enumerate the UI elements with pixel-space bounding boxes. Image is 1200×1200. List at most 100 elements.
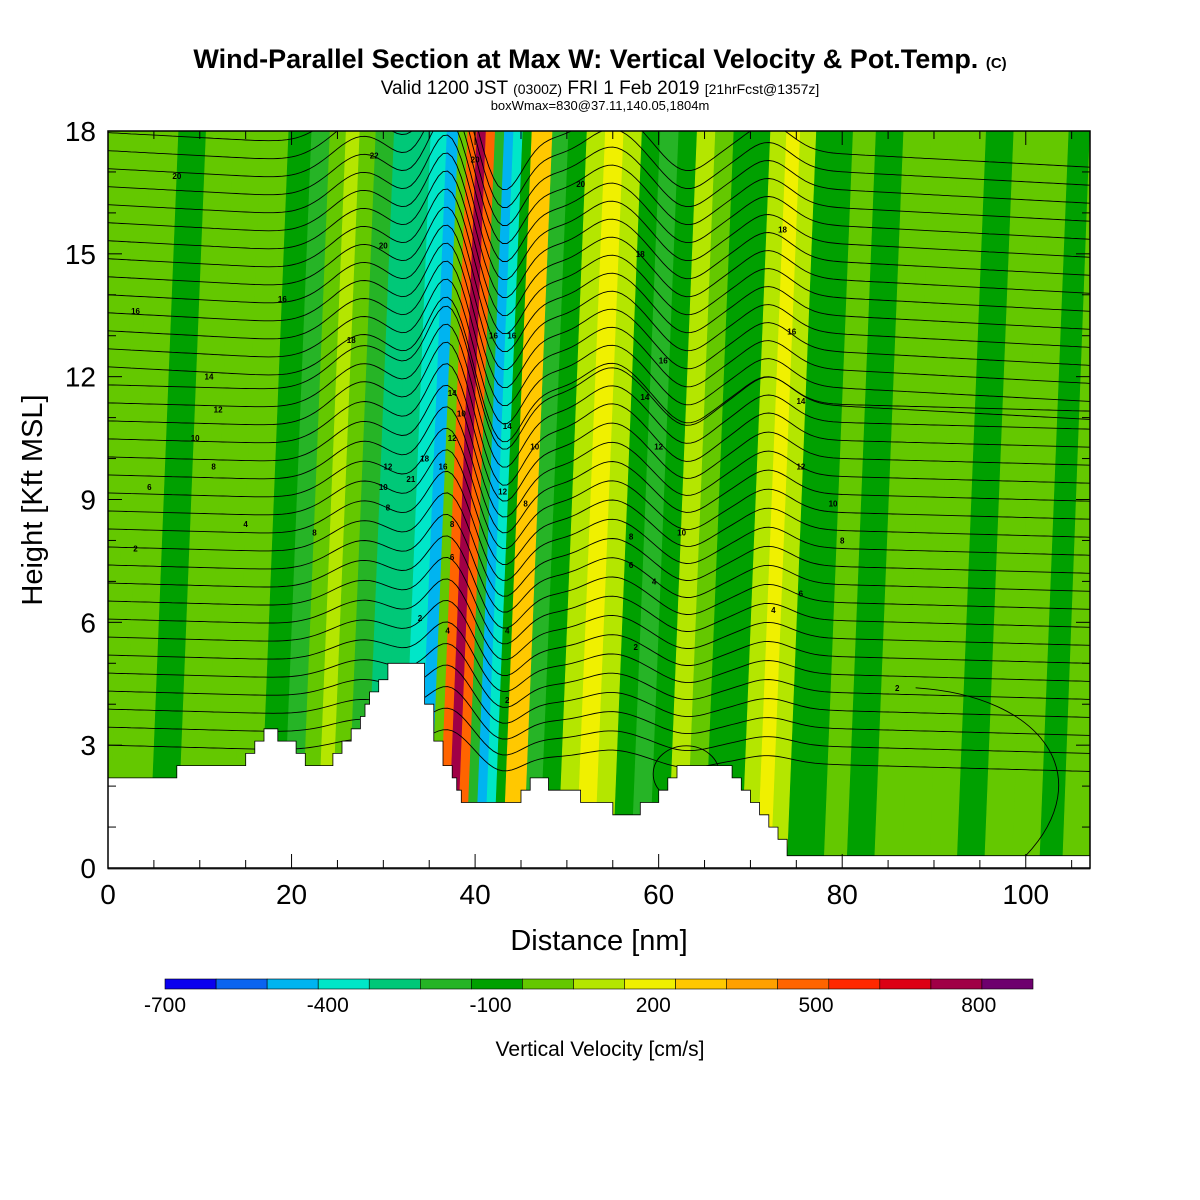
forecast-info: [21hrFcst@1357z]	[704, 81, 820, 97]
contour-label: 18	[347, 336, 356, 345]
contour-label: 6	[450, 553, 455, 562]
colorbar-swatch	[981, 978, 1034, 990]
contour-label: 10	[191, 434, 200, 443]
x-tick-label: 40	[460, 879, 491, 910]
colorbar-swatch	[573, 978, 625, 990]
x-axis-title: Distance [nm]	[510, 925, 687, 957]
y-tick-label: 6	[80, 607, 96, 638]
theta-contour	[108, 621, 1090, 692]
contour-label: 8	[312, 528, 317, 537]
theta-contour	[915, 687, 1060, 857]
y-tick-label: 15	[65, 239, 96, 270]
x-tick-label: 100	[1002, 879, 1049, 910]
theta-contour	[108, 152, 1090, 298]
theta-contour	[108, 600, 1090, 677]
contour-label: 8	[523, 500, 528, 509]
theta-contour	[108, 686, 1090, 740]
contour-label: 14	[448, 389, 457, 398]
colorbar-tick-label: 200	[636, 994, 671, 1017]
colorbar-swatch	[726, 978, 778, 990]
contour-label: 14	[503, 422, 512, 431]
theta-contour	[108, 206, 1090, 353]
contour-label: 6	[629, 561, 634, 570]
axes: 0 20 40 60 80 100 0 3 6 9 12 15 18	[65, 116, 1091, 910]
theta-contour	[108, 406, 1090, 534]
theta-contour	[108, 188, 1090, 335]
colorbar: -700 -400 -100 200 500 800	[144, 978, 1034, 1017]
x-tick-label: 0	[100, 879, 116, 910]
terrain	[107, 662, 1091, 870]
contour-label: 10	[677, 528, 686, 537]
theta-contour	[108, 131, 1090, 262]
colorbar-swatch	[215, 978, 268, 990]
contour-label: 21	[406, 475, 415, 484]
contour-label: 20	[379, 242, 388, 251]
theta-contour	[108, 242, 1090, 389]
colorbar-swatch	[879, 978, 932, 990]
theta-contour	[108, 427, 1090, 550]
theta-contour	[108, 278, 1090, 425]
contour-label: 18	[636, 250, 645, 259]
contour-label: 20	[172, 172, 181, 181]
contour-label: 18	[420, 455, 429, 464]
contour-label: 12	[796, 463, 805, 472]
theta-contours	[108, 131, 1090, 857]
theta-contour	[108, 492, 1090, 597]
theta-contour	[108, 363, 1090, 502]
theta-contour	[108, 578, 1090, 661]
contour-label: 4	[505, 627, 510, 636]
contour-label: 4	[771, 606, 776, 615]
contour-label: 22	[370, 152, 379, 161]
theta-contour	[108, 131, 1090, 208]
y-axis-title: Height [Kft MSL]	[17, 394, 49, 605]
colorbar-swatch	[368, 978, 421, 990]
valid-zulu: (0300Z)	[513, 81, 563, 97]
contour-label: 12	[448, 434, 457, 443]
contour-label: 6	[799, 590, 804, 599]
theta-contour	[108, 384, 1090, 518]
contour-label: 2	[505, 696, 510, 705]
theta-contour	[108, 513, 1090, 613]
box-info: boxWmax=830@37.11,140.05,1804m	[490, 98, 710, 113]
contour-label: 20	[471, 156, 480, 165]
contour-label: 12	[383, 463, 392, 472]
colorbar-swatch	[471, 978, 523, 990]
contour-label: 8	[840, 536, 845, 545]
contour-label: 16	[278, 295, 287, 304]
contour-label: 2	[418, 614, 423, 623]
contour-label: 16	[787, 328, 796, 337]
theta-contour	[108, 134, 1090, 280]
contour-label: 20	[576, 180, 585, 189]
colorbar-swatch	[419, 978, 472, 990]
theta-contour	[477, 131, 1090, 190]
contour-label: 16	[131, 307, 140, 316]
y-tick-label: 12	[65, 362, 96, 393]
contour-label: 4	[445, 627, 450, 636]
colorbar-tick-label: 800	[961, 994, 996, 1017]
contour-label: 2	[133, 545, 138, 554]
terrain-mask	[107, 662, 1091, 870]
theta-contour	[108, 535, 1090, 629]
theta-contour	[108, 170, 1090, 317]
colorbar-tick-label: -100	[469, 994, 511, 1017]
contour-label: 16	[439, 463, 448, 472]
theta-contour	[108, 323, 1090, 468]
contour-label: 2	[895, 684, 900, 693]
colorbar-swatch	[828, 978, 881, 990]
contour-label: 16	[507, 332, 516, 341]
contour-label: 16	[659, 356, 668, 365]
chart-title-line: Wind-Parallel Section at Max W: Vertical…	[0, 44, 1200, 79]
valid-date: FRI 1 Feb 2019	[567, 78, 700, 99]
theta-contour	[108, 470, 1090, 581]
theta-contour	[108, 557, 1090, 645]
contour-label: 10	[379, 483, 388, 492]
contour-label: 10	[530, 442, 539, 451]
colorbar-swatch	[266, 978, 319, 990]
colorbar-swatch	[930, 978, 983, 990]
x-tick-label: 20	[276, 879, 307, 910]
contour-label: 12	[498, 487, 507, 496]
colorbar-swatch	[777, 978, 830, 990]
contour-label: 14	[796, 397, 805, 406]
colorbar-title: Vertical Velocity [cm/s]	[496, 1038, 705, 1061]
